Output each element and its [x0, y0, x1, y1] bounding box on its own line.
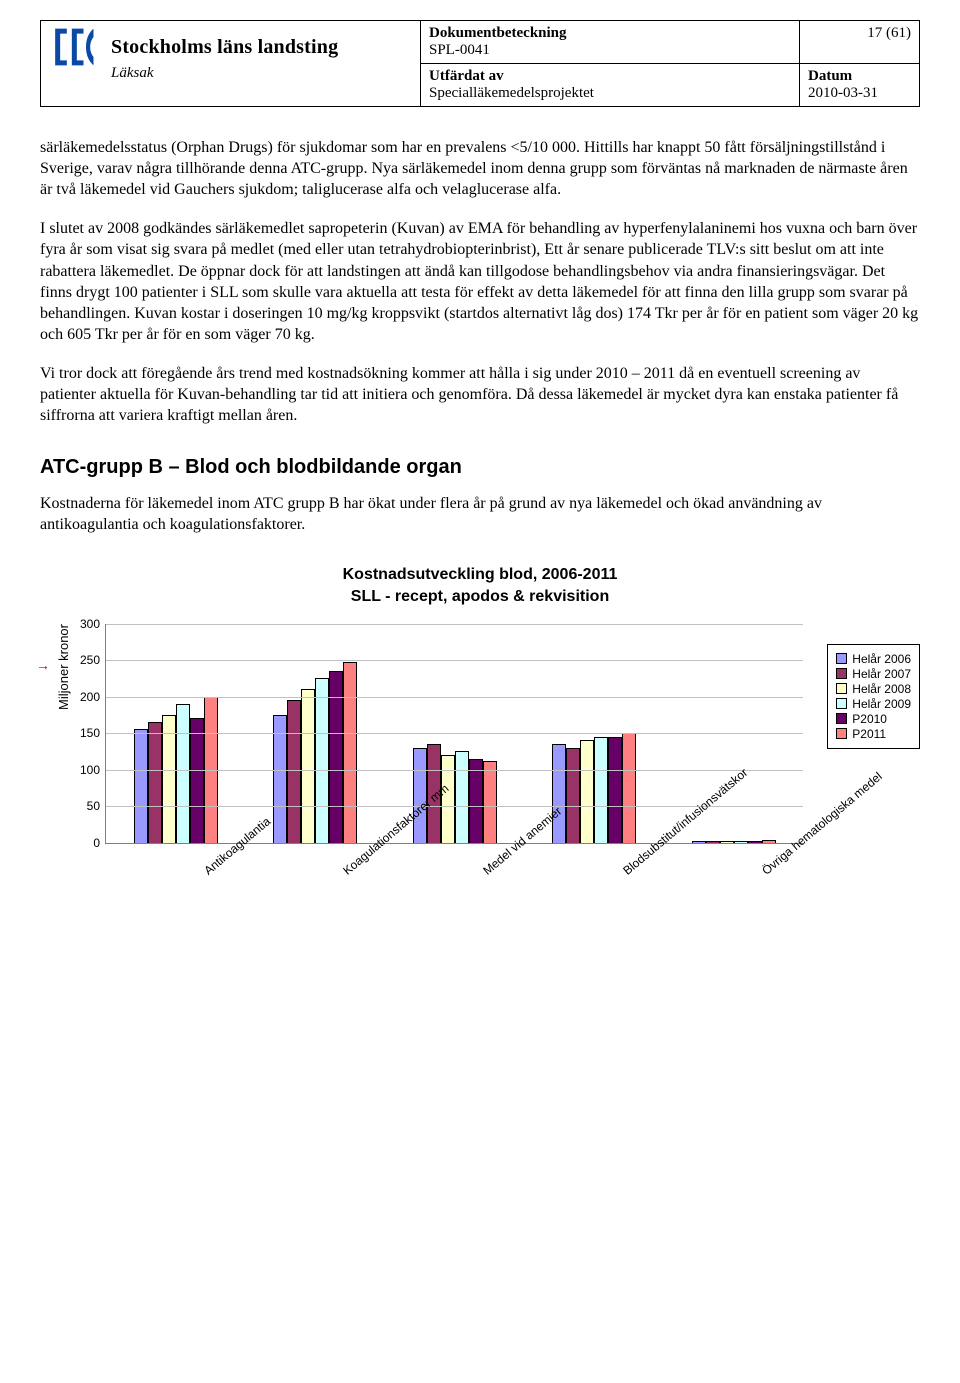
sll-logo-icon: [51, 27, 101, 67]
y-tick-label: 300: [80, 617, 106, 631]
x-axis-labels: Antikoagulantia Koagulationsfaktorer mm Me…: [105, 850, 803, 970]
bar: [483, 761, 497, 843]
legend-swatch-icon: [836, 728, 847, 739]
doc-value: SPL-0041: [429, 42, 791, 59]
bar: [287, 700, 301, 842]
legend-item: Helår 2007: [836, 667, 911, 681]
bar: [594, 737, 608, 843]
y-tick-label: 100: [80, 763, 106, 777]
bar-group: [273, 662, 357, 843]
gridline: [106, 660, 803, 661]
legend-swatch-icon: [836, 683, 847, 694]
x-tick-label: Blodsubstitut/infusionsvätskor: [620, 858, 708, 959]
bar: [315, 678, 329, 842]
y-tick-label: 50: [87, 799, 106, 813]
bar: [608, 737, 622, 843]
bar: [301, 689, 315, 842]
cost-chart: Kostnadsutveckling blod, 2006-2011 SLL -…: [40, 566, 920, 970]
x-tick-label: Medel vid anemier: [480, 858, 568, 959]
legend-item: Helår 2006: [836, 652, 911, 666]
legend-swatch-icon: [836, 653, 847, 664]
date-value: 2010-03-31: [808, 85, 911, 102]
gridline: [106, 624, 803, 625]
issued-by-cell: Utfärdat av Specialläkemedelsprojektet: [421, 64, 800, 107]
bar: [622, 733, 636, 843]
y-axis-label-wrap: → Miljoner kronor: [40, 624, 71, 710]
bar: [148, 722, 162, 842]
legend-label: P2011: [852, 727, 886, 741]
sub-unit: Läksak: [111, 65, 410, 82]
bar-group: [552, 733, 636, 843]
doc-designation-cell: Dokumentbeteckning SPL-0041: [421, 21, 800, 64]
logo-cell: Stockholms läns landsting Läksak: [41, 21, 421, 107]
bar: [566, 748, 580, 843]
legend-swatch-icon: [836, 668, 847, 679]
bar: [762, 840, 776, 842]
paragraph-1: särläkemedelsstatus (Orphan Drugs) för s…: [40, 137, 920, 200]
chart-title: Kostnadsutveckling blod, 2006-2011: [40, 566, 920, 584]
bar: [580, 740, 594, 842]
bar-group: [692, 840, 776, 842]
document-header: Stockholms läns landsting Läksak Dokumen…: [40, 20, 920, 107]
issued-label: Utfärdat av: [429, 68, 791, 85]
x-tick-label: Koagulationsfaktorer mm: [341, 858, 429, 959]
bar: [176, 704, 190, 843]
bar: [455, 751, 469, 842]
doc-label: Dokumentbeteckning: [429, 25, 791, 42]
chart-subtitle: SLL - recept, apodos & rekvisition: [40, 588, 920, 606]
legend-swatch-icon: [836, 698, 847, 709]
bar: [134, 729, 148, 842]
gridline: [106, 733, 803, 734]
legend-item: Helår 2009: [836, 697, 911, 711]
y-tick-label: 0: [93, 836, 106, 850]
bar: [469, 759, 483, 843]
legend-label: P2010: [852, 712, 887, 726]
bar: [552, 744, 566, 843]
y-axis-arrow-icon: →: [36, 659, 50, 675]
legend-label: Helår 2007: [852, 667, 911, 681]
y-tick-label: 200: [80, 690, 106, 704]
page-number: 17 (61): [800, 21, 920, 64]
x-tick-label: Övriga hematologiska medel: [760, 858, 848, 959]
bar: [748, 841, 762, 842]
section-heading: ATC-grupp B – Blod och blodbildande orga…: [40, 456, 920, 479]
legend-item: P2011: [836, 727, 911, 741]
org-name: Stockholms läns landsting: [111, 36, 338, 59]
section-intro: Kostnaderna för läkemedel inom ATC grupp…: [40, 493, 920, 535]
gridline: [106, 697, 803, 698]
bar: [706, 841, 720, 842]
y-tick-label: 150: [80, 726, 106, 740]
paragraph-3: Vi tror dock att föregående års trend me…: [40, 363, 920, 426]
issued-value: Specialläkemedelsprojektet: [429, 85, 791, 102]
legend-label: Helår 2008: [852, 682, 911, 696]
date-label: Datum: [808, 68, 911, 85]
gridline: [106, 770, 803, 771]
legend-item: Helår 2008: [836, 682, 911, 696]
y-axis-label: Miljoner kronor: [56, 624, 71, 710]
bar-group: [413, 744, 497, 843]
legend-swatch-icon: [836, 713, 847, 724]
x-tick-label: Antikoagulantia: [201, 858, 289, 959]
legend-item: P2010: [836, 712, 911, 726]
date-cell: Datum 2010-03-31: [800, 64, 920, 107]
legend-label: Helår 2006: [852, 652, 911, 666]
paragraph-2: I slutet av 2008 godkändes särläkemedlet…: [40, 218, 920, 345]
chart-legend: Helår 2006Helår 2007Helår 2008Helår 2009…: [827, 644, 920, 749]
bar: [720, 841, 734, 842]
bar: [190, 718, 204, 842]
bar: [692, 841, 706, 842]
legend-label: Helår 2009: [852, 697, 911, 711]
y-tick-label: 250: [80, 653, 106, 667]
bar: [343, 662, 357, 843]
bar: [734, 841, 748, 842]
